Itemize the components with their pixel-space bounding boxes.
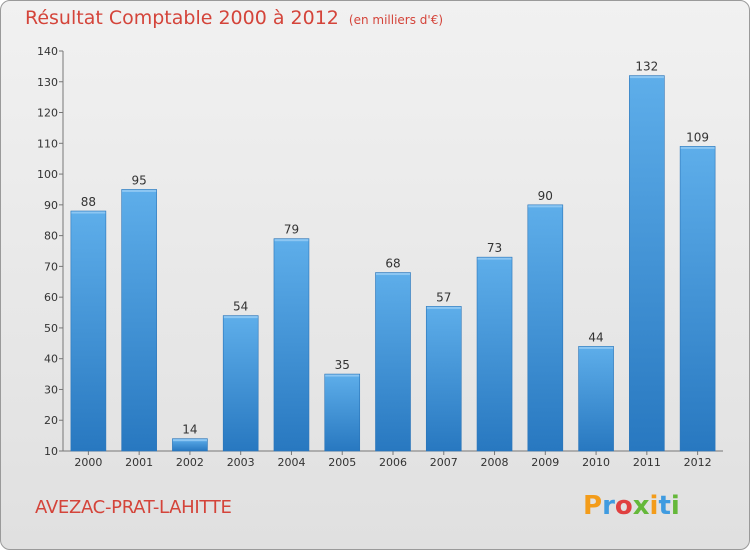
logo-letter: x [632, 491, 650, 521]
y-tick-label: 90 [44, 199, 58, 212]
proxiti-logo: Proxiti [583, 491, 680, 521]
data-label-2009: 90 [538, 189, 553, 203]
y-tick-label: 10 [44, 445, 58, 458]
bar-2002 [172, 438, 208, 452]
x-tick-label: 2012 [684, 456, 712, 469]
x-tick-label: 2002 [176, 456, 204, 469]
x-tick-label: 2005 [328, 456, 356, 469]
bar-highlight-2012 [680, 146, 715, 149]
y-tick-label: 70 [44, 260, 58, 273]
bar-highlight-2001 [122, 189, 157, 192]
commune-name: AVEZAC-PRAT-LAHITTE [35, 497, 232, 518]
x-tick-label: 2001 [125, 456, 153, 469]
logo-letter: o [614, 491, 633, 521]
bar-highlight-2008 [477, 257, 512, 260]
bar-highlight-2011 [629, 76, 664, 79]
x-tick-label: 2003 [227, 456, 255, 469]
chart-title-text: Résultat Comptable 2000 à 2012 [25, 7, 339, 29]
bar-2011 [629, 75, 665, 452]
bar-highlight-2000 [71, 211, 106, 214]
logo-letter: i [649, 491, 659, 521]
x-tick-label: 2008 [481, 456, 509, 469]
x-tick-label: 2000 [74, 456, 102, 469]
bar-highlight-2003 [223, 316, 258, 319]
data-label-2006: 68 [385, 257, 400, 271]
logo-letter: i [670, 491, 680, 521]
bar-highlight-2006 [376, 273, 410, 276]
logo-letter: P [583, 491, 603, 521]
x-tick-label: 2010 [582, 456, 610, 469]
y-tick-label: 20 [44, 414, 58, 427]
y-tick-label: 130 [37, 76, 58, 89]
x-tick-label: 2006 [379, 456, 407, 469]
x-tick-label: 2004 [277, 456, 305, 469]
bar-2004 [273, 238, 310, 452]
data-label-2002: 14 [182, 423, 197, 437]
data-label-2012: 109 [686, 130, 709, 144]
data-label-2010: 44 [588, 330, 603, 344]
logo-letter: t [658, 491, 671, 521]
chart-subtitle: (en milliers d'€) [348, 13, 444, 27]
bar-2005 [324, 373, 361, 452]
y-tick-label: 80 [44, 230, 58, 243]
bar-highlight-2004 [274, 239, 309, 242]
data-label-2001: 95 [132, 173, 147, 187]
bar-2006 [375, 272, 411, 452]
data-label-2011: 132 [635, 60, 658, 74]
x-tick-label: 2009 [531, 456, 559, 469]
logo-letter: r [602, 491, 615, 521]
bar-2012 [679, 146, 716, 452]
data-label-2005: 35 [335, 358, 350, 372]
y-tick-label: 30 [44, 383, 58, 396]
bar-2008 [476, 256, 513, 452]
y-tick-label: 120 [37, 107, 58, 120]
bar-highlight-2007 [426, 306, 461, 309]
bar-2010 [578, 346, 614, 452]
y-tick-label: 40 [44, 353, 58, 366]
bar-highlight-2009 [528, 205, 563, 208]
y-tick-label: 140 [37, 45, 58, 58]
data-label-2007: 57 [436, 290, 451, 304]
data-label-2000: 88 [81, 195, 96, 209]
data-label-2003: 54 [233, 300, 248, 314]
bar-highlight-2002 [172, 439, 207, 442]
y-tick-label: 60 [44, 291, 58, 304]
chart-title: Résultat Comptable 2000 à 2012 (en millie… [25, 7, 443, 29]
x-tick-label: 2007 [430, 456, 458, 469]
bar-highlight-2010 [579, 346, 614, 349]
bar-2001 [121, 189, 157, 452]
y-tick-label: 110 [37, 137, 58, 150]
y-tick-label: 50 [44, 322, 58, 335]
y-tick-label: 100 [37, 168, 58, 181]
data-label-2008: 73 [487, 241, 502, 255]
bar-highlight-2005 [325, 374, 360, 377]
data-label-2004: 79 [284, 223, 299, 237]
x-tick-label: 2011 [633, 456, 661, 469]
bar-2007 [425, 306, 462, 452]
bar-2000 [70, 210, 107, 452]
bar-2009 [527, 204, 564, 452]
bar-2003 [222, 315, 259, 452]
